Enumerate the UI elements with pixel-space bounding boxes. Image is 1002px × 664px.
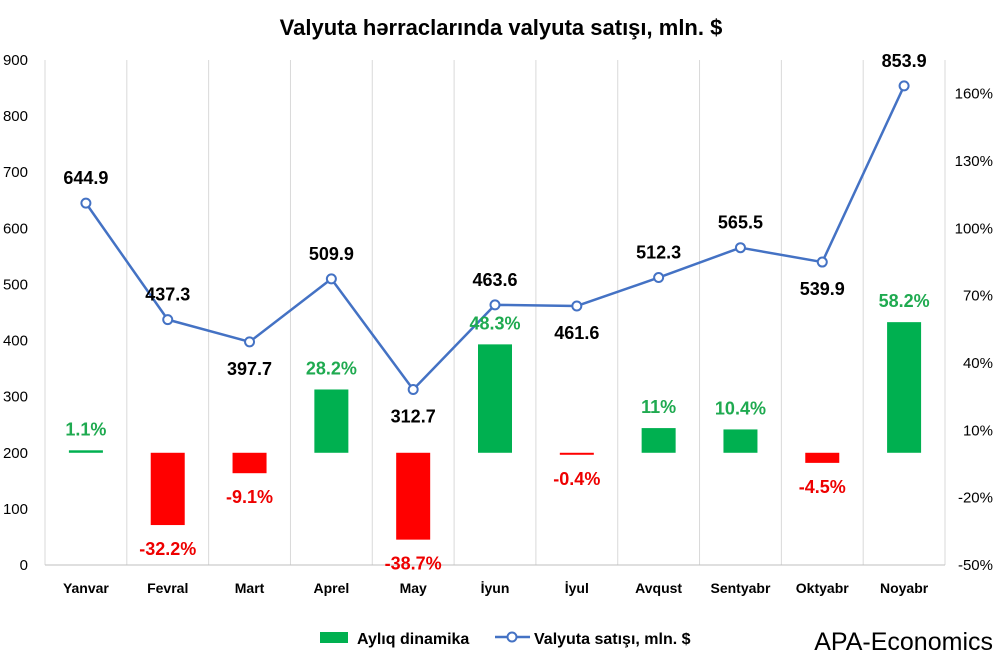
y-right-tick-label: -20%	[958, 490, 993, 507]
y-right-tick-label: 70%	[963, 288, 993, 305]
bar	[396, 452, 431, 540]
y-left-tick-label: 900	[3, 52, 28, 69]
bar-data-label: -38.7%	[385, 554, 442, 574]
x-tick-label: Mart	[235, 580, 265, 596]
line-point	[571, 300, 583, 312]
bar-data-label: 58.2%	[879, 291, 930, 311]
y-left-tick-label: 500	[3, 276, 28, 293]
line-data-label: 312.7	[391, 407, 436, 427]
y-left-tick-label: 400	[3, 333, 28, 350]
bar-data-label: -9.1%	[226, 487, 273, 507]
x-tick-label: Oktyabr	[796, 580, 849, 596]
bar	[805, 452, 840, 463]
line-point	[80, 197, 92, 209]
legend: Aylıq dinamika Valyuta satışı, mln. $	[320, 631, 691, 648]
legend-bar-swatch	[320, 632, 348, 643]
bar	[68, 450, 103, 453]
x-tick-label: İyul	[565, 580, 589, 596]
y-left-tick-label: 800	[3, 108, 28, 125]
line-point	[898, 80, 910, 92]
bar	[314, 389, 349, 453]
line-data-label: 539.9	[800, 279, 845, 299]
legend-line-label: Valyuta satışı, mln. $	[534, 631, 691, 648]
line-point	[244, 336, 256, 348]
bar	[641, 428, 676, 453]
data-labels: 644.9 437.3 397.7 509.9 312.7 463.6 461.6 512.3…	[63, 51, 929, 574]
line-data-label: 565.5	[718, 213, 763, 233]
bar	[887, 322, 922, 453]
y-left-tick-label: 100	[3, 501, 28, 518]
y-right-tick-label: 100%	[955, 220, 993, 237]
chart-title: Valyuta hərraclarında valyuta satışı, ml…	[280, 15, 723, 40]
line-point	[325, 273, 337, 285]
bar-data-label: 48.3%	[469, 313, 520, 333]
bar	[150, 452, 185, 526]
y-left-tick-label: 200	[3, 445, 28, 462]
legend-bar-label: Aylıq dinamika	[357, 631, 469, 648]
x-tick-label: Sentyabr	[710, 580, 770, 596]
x-tick-label: Fevral	[147, 580, 188, 596]
bar-data-label: 10.4%	[715, 398, 766, 418]
x-tick-label: Noyabr	[880, 580, 929, 596]
y-right-tick-label: -50%	[958, 557, 993, 574]
bar-data-label: 28.2%	[306, 358, 357, 378]
line-point	[162, 314, 174, 326]
line-point	[816, 256, 828, 268]
line-data-label: 644.9	[63, 168, 108, 188]
bar-data-label: 11%	[641, 397, 676, 417]
line-data-label: 463.6	[472, 270, 517, 290]
line-point	[407, 384, 419, 396]
line-data-label: 397.7	[227, 359, 272, 379]
line-series	[80, 80, 910, 396]
x-tick-label: İyun	[481, 580, 510, 596]
x-tick-label: Aprel	[313, 580, 349, 596]
bar-data-label: -0.4%	[553, 469, 600, 489]
x-tick-label: Yanvar	[63, 580, 109, 596]
bar-data-label: 1.1%	[65, 419, 106, 439]
brand-watermark: APA-Economics	[814, 628, 993, 656]
y-right-tick-label: 130%	[955, 153, 993, 170]
line-data-label: 853.9	[882, 51, 927, 71]
line-data-label: 437.3	[145, 285, 190, 305]
bar	[232, 452, 267, 474]
x-tick-label: May	[400, 580, 427, 596]
line-point	[653, 272, 665, 284]
y-right-tick-label: 10%	[963, 422, 993, 439]
bar	[723, 429, 758, 453]
y-left-tick-label: 700	[3, 164, 28, 181]
bar-series	[68, 322, 922, 540]
y-left-tick-label: 600	[3, 220, 28, 237]
bar-data-label: -4.5%	[799, 477, 846, 497]
line-data-label: 509.9	[309, 244, 354, 264]
axes: 0 100 200 300 400 500 600 700 800 900 -50% -20% 10% 4…	[3, 52, 993, 596]
y-left-tick-label: 300	[3, 389, 28, 406]
line-point	[734, 242, 746, 254]
x-tick-label: Avqust	[635, 580, 682, 596]
bar	[478, 344, 512, 453]
bar	[559, 452, 594, 455]
line-data-label: 512.3	[636, 243, 681, 263]
line-point	[489, 299, 501, 311]
y-right-tick-label: 40%	[963, 355, 993, 372]
grid-lines	[44, 60, 946, 565]
bar-data-label: -32.2%	[139, 539, 196, 559]
line-data-label: 461.6	[554, 323, 599, 343]
y-right-tick-label: 160%	[955, 86, 993, 103]
y-left-tick-label: 0	[20, 557, 28, 574]
legend-line-marker	[506, 631, 518, 643]
